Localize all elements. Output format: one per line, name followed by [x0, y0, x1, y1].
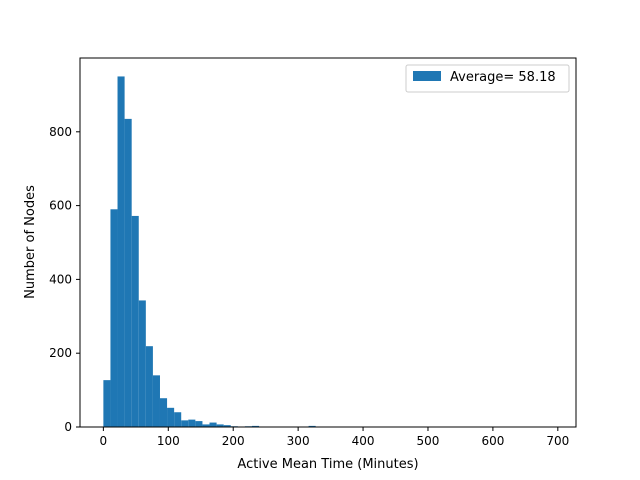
plot-frame [79, 57, 577, 428]
y-tick-label: 800 [49, 125, 72, 139]
legend-swatch [413, 71, 441, 81]
legend: Average= 58.18 [405, 64, 570, 93]
histogram-bar [110, 209, 118, 427]
x-tick-label: 600 [481, 434, 504, 448]
histogram-bar [188, 419, 196, 427]
x-tick-label: 400 [352, 434, 375, 448]
histogram-bar [223, 425, 231, 427]
y-tick-label: 0 [64, 420, 72, 434]
y-tick-label: 400 [49, 272, 72, 286]
histogram-bar [167, 407, 175, 427]
x-axis-title: Active Mean Time (Minutes) [237, 457, 418, 472]
x-tick-label: 100 [157, 434, 180, 448]
histogram-bar [103, 380, 111, 427]
y-tick-label: 200 [49, 346, 72, 360]
histogram-bar [174, 412, 182, 427]
histogram-bar [131, 215, 139, 427]
histogram-bar [202, 424, 210, 427]
histogram-bar [308, 425, 316, 427]
histogram-bar [216, 424, 224, 427]
x-tick-label: 500 [417, 434, 440, 448]
x-tick-label: 700 [546, 434, 569, 448]
x-axis: 0 100 200 300 400 500 600 700 [100, 427, 569, 448]
histogram-bar [138, 300, 146, 427]
x-tick-label: 0 [100, 434, 108, 448]
x-tick-label: 300 [287, 434, 310, 448]
x-tick-label: 200 [222, 434, 245, 448]
legend-box [405, 64, 570, 93]
histogram-bar [124, 118, 132, 427]
histogram-bar [145, 346, 153, 427]
histogram-bar [209, 422, 217, 427]
y-axis-title: Number of Nodes [23, 185, 38, 299]
histogram-bars [103, 76, 564, 427]
histogram-bar [152, 375, 160, 427]
y-axis: 0 200 400 600 800 [49, 125, 80, 434]
y-tick-label: 600 [49, 199, 72, 213]
legend-label: Average= 58.18 [450, 70, 556, 85]
histogram-bar [251, 425, 260, 427]
histogram-bar [195, 421, 203, 427]
histogram-bar [159, 398, 168, 427]
histogram-bar [117, 76, 125, 427]
histogram-bar [181, 420, 189, 427]
